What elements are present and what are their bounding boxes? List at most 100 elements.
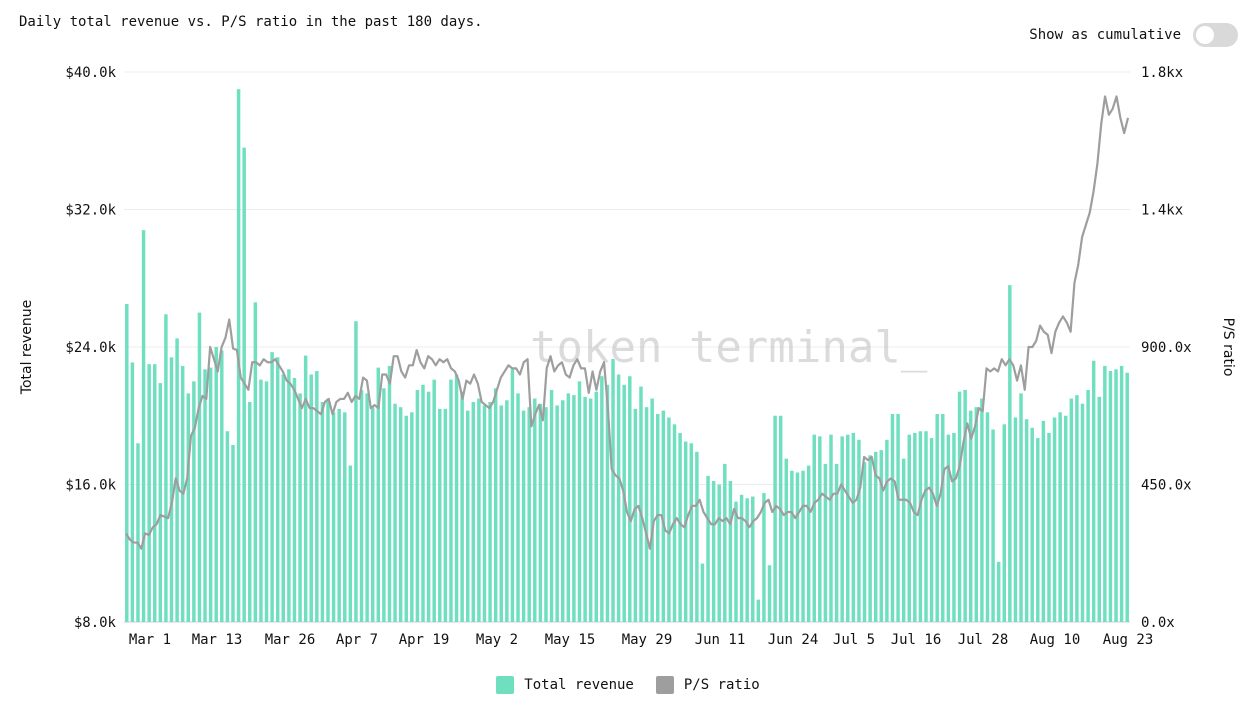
revenue-bar (756, 599, 761, 622)
revenue-bar (723, 463, 727, 623)
revenue-bar (812, 434, 816, 622)
revenue-bar (136, 443, 140, 622)
revenue-bar (1002, 424, 1006, 622)
revenue-bar (1114, 369, 1118, 622)
revenue-bar (287, 369, 291, 622)
y-axis-left: $8.0k $16.0k $24.0k $32.0k $40.0k (65, 65, 116, 631)
revenue-bar (432, 379, 436, 622)
revenue-bar (957, 391, 962, 622)
revenue-bar (885, 439, 889, 622)
toggle-knob (1196, 26, 1214, 44)
revenue-bar (929, 438, 934, 622)
revenue-bar (516, 393, 520, 622)
revenue-bar (359, 389, 364, 622)
revenue-bar (700, 563, 705, 622)
revenue-bar (220, 350, 224, 622)
revenue-bar (795, 472, 800, 622)
revenue-bar (387, 365, 392, 622)
legend: Total revenue P/S ratio (0, 676, 1256, 694)
revenue-bar (1058, 412, 1062, 622)
revenue-bar (449, 379, 453, 622)
y-right-tick-label: 1.4kx (1141, 203, 1183, 219)
x-tick-label: Mar 1 (129, 632, 171, 648)
revenue-bar (186, 393, 191, 622)
revenue-bar (482, 405, 487, 622)
revenue-bar (354, 321, 358, 622)
chart-subtitle: Daily total revenue vs. P/S ratio in the… (19, 14, 483, 30)
revenue-bar (1097, 396, 1101, 622)
revenue-bar (315, 371, 319, 622)
revenue-bar (158, 383, 163, 622)
revenue-bar (343, 412, 347, 622)
revenue-bar (751, 496, 755, 622)
revenue-bar (505, 400, 509, 622)
revenue-bar (577, 381, 582, 623)
revenue-bar (533, 398, 537, 622)
revenue-bar (734, 501, 738, 622)
revenue-bar (527, 407, 531, 622)
revenue-bar (493, 388, 498, 622)
cumulative-toggle[interactable] (1193, 23, 1238, 47)
revenue-bar (337, 408, 341, 623)
revenue-bar (801, 470, 805, 622)
revenue-bar (790, 470, 794, 622)
y-right-tick-label: 450.0x (1141, 478, 1192, 494)
revenue-bar (656, 414, 660, 622)
revenue-bar (521, 410, 526, 622)
revenue-bar (549, 389, 554, 622)
revenue-bar (426, 391, 431, 622)
revenue-bar (1086, 389, 1090, 622)
revenue-bar (169, 357, 174, 622)
revenue-bar (208, 367, 213, 623)
revenue-bar (611, 359, 615, 622)
revenue-bar (840, 436, 844, 623)
revenue-bar (231, 444, 235, 622)
revenue-bar (153, 364, 157, 622)
revenue-bar (292, 377, 297, 622)
revenue-bar (555, 405, 559, 622)
legend-label-ps: P/S ratio (683, 677, 760, 693)
y-axis-right-title: P/S ratio (1220, 318, 1236, 377)
revenue-bar (415, 389, 420, 622)
x-tick-label: Apr 19 (399, 632, 450, 648)
revenue-bar (1047, 432, 1051, 622)
revenue-bar (644, 407, 649, 622)
revenue-bar (639, 386, 643, 622)
revenue-bar (650, 398, 654, 622)
revenue-bar (980, 398, 984, 622)
legend-item-ps-ratio[interactable]: P/S ratio (655, 676, 760, 694)
x-tick-label: Jul 16 (891, 632, 942, 648)
revenue-bar (572, 395, 576, 623)
y-right-tick-label: 1.8kx (1141, 65, 1183, 81)
revenue-bar (594, 391, 598, 622)
revenue-bar (711, 481, 716, 622)
revenue-bar (773, 415, 777, 622)
watermark: token terminal_ (530, 322, 928, 373)
legend-swatch-revenue (496, 676, 515, 694)
revenue-bar (477, 398, 481, 622)
revenue-bar (996, 561, 1001, 622)
revenue-bar (963, 389, 967, 622)
revenue-bar (935, 414, 939, 622)
x-tick-label: Aug 23 (1103, 632, 1154, 648)
legend-item-total-revenue[interactable]: Total revenue (496, 676, 634, 694)
revenue-bar (443, 408, 448, 623)
revenue-bar (1091, 360, 1096, 622)
x-tick-label: May 29 (622, 632, 673, 648)
x-tick-label: Jul 5 (833, 632, 875, 648)
y-left-tick-label: $8.0k (74, 615, 117, 631)
revenue-bar (281, 374, 286, 622)
revenue-bars (125, 89, 1129, 623)
x-tick-label: Jul 28 (958, 632, 1009, 648)
revenue-bar (918, 431, 923, 622)
revenue-bar (689, 443, 694, 622)
revenue-bar (382, 388, 386, 622)
revenue-bar (633, 408, 638, 623)
revenue-bar (1041, 420, 1046, 622)
revenue-bar (438, 408, 442, 623)
revenue-bar (706, 475, 710, 622)
revenue-bar (913, 432, 917, 622)
revenue-bar (946, 434, 951, 622)
legend-label-revenue: Total revenue (524, 677, 634, 693)
revenue-bar (941, 414, 945, 622)
